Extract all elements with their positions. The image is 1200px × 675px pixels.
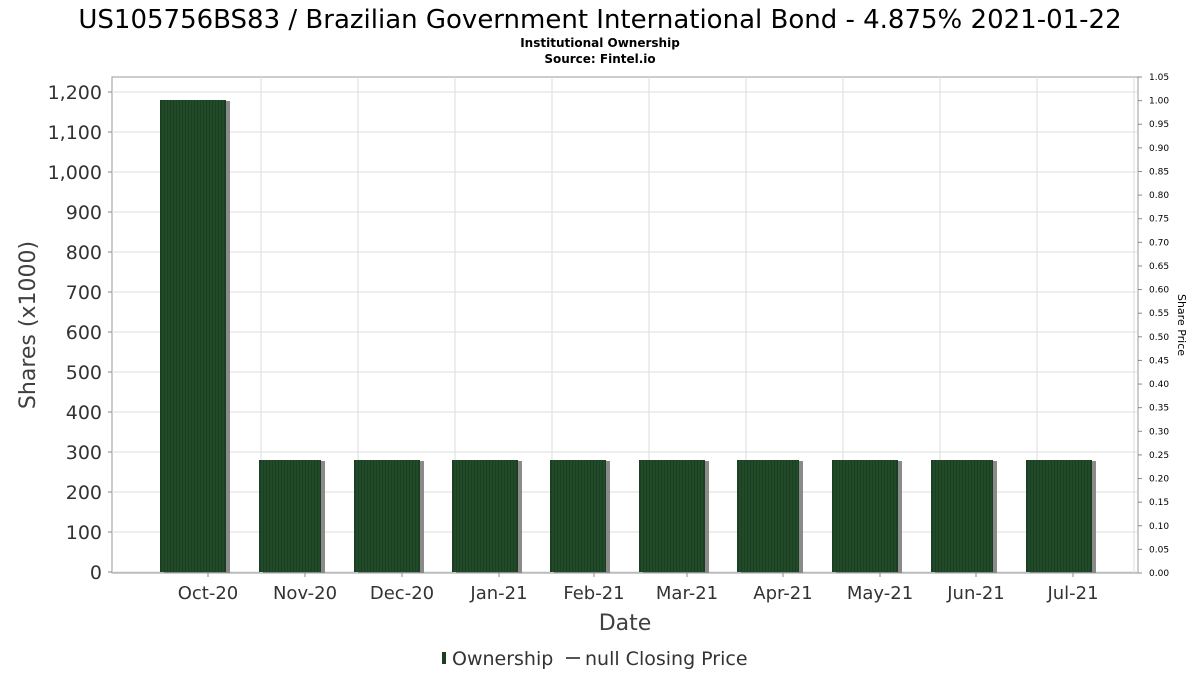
- y2-tick-label: 0.05: [1149, 545, 1169, 555]
- y2-tick-label: 0.80: [1149, 191, 1169, 201]
- bar-ownership: [737, 460, 799, 572]
- x-tick-label: Jul-21: [1046, 583, 1098, 604]
- y2-tick-label: 0.20: [1149, 475, 1169, 485]
- x-tick-label: Dec-20: [370, 583, 434, 604]
- y2-tick-label: 0.25: [1149, 451, 1169, 461]
- chart-source: Source: Fintel.io: [544, 52, 655, 66]
- y2-tick-label: 0.15: [1149, 498, 1169, 508]
- x-tick-label: Oct-20: [178, 583, 239, 604]
- y-tick-label: 800: [66, 242, 102, 264]
- legend-ownership-swatch: [442, 652, 446, 664]
- x-tick-label: Jun-21: [946, 583, 1005, 604]
- y2-tick-label: 0.65: [1149, 262, 1169, 272]
- chart-title: US105756BS83 / Brazilian Government Inte…: [78, 5, 1121, 35]
- y2-tick-label: 0.35: [1149, 404, 1169, 414]
- y-axis-label: Shares (x1000): [16, 241, 41, 409]
- y2-tick-label: 0.85: [1149, 167, 1169, 177]
- x-tick-label: Apr-21: [753, 583, 812, 604]
- y-axis-right-ticks: 0.00 0.05 0.10 0.15 0.20 0.25 0.30 0.35 0.40 0.45…: [1138, 73, 1169, 579]
- bar-ownership: [259, 460, 321, 572]
- bar-ownership: [931, 460, 993, 572]
- y2-tick-label: 0.95: [1149, 120, 1169, 130]
- bars: [160, 100, 1096, 573]
- y-tick-label: 0: [90, 562, 102, 584]
- y-tick-label: 1,000: [48, 162, 102, 184]
- chart-subtitle: Institutional Ownership: [520, 36, 680, 50]
- y-tick-label: 300: [66, 442, 102, 464]
- y-tick-label: 100: [66, 522, 102, 544]
- y2-tick-label: 1.05: [1149, 73, 1169, 83]
- y2-tick-label: 0.50: [1149, 333, 1169, 343]
- y2-tick-label: 1.00: [1149, 97, 1169, 107]
- y2-tick-label: 0.75: [1149, 215, 1169, 225]
- y-tick-label: 900: [66, 202, 102, 224]
- y-tick-label: 1,100: [48, 122, 102, 144]
- y2-tick-label: 0.40: [1149, 380, 1169, 390]
- y-tick-label: 400: [66, 402, 102, 424]
- legend: Ownership null Closing Price: [442, 648, 748, 670]
- x-axis-label: Date: [599, 611, 652, 636]
- x-tick-label: Feb-21: [563, 583, 624, 604]
- y-axis-left-ticks: 0 100 200 300 400 500 600 700 800 900 1,000 1,100 1,…: [48, 82, 112, 584]
- y-tick-label: 700: [66, 282, 102, 304]
- y2-tick-label: 0.60: [1149, 286, 1169, 296]
- x-axis-ticks: Oct-20 Nov-20 Dec-20 Jan-21 Feb-21 Mar-21 Apr-…: [178, 573, 1099, 604]
- y2-tick-label: 0.45: [1149, 356, 1169, 366]
- y2-tick-label: 0.10: [1149, 522, 1169, 532]
- y2-tick-label: 0.00: [1149, 569, 1169, 579]
- x-tick-label: Jan-21: [469, 583, 527, 604]
- y-tick-label: 200: [66, 482, 102, 504]
- x-tick-label: Nov-20: [273, 583, 337, 604]
- x-tick-label: Mar-21: [656, 583, 718, 604]
- legend-closing-price-label: null Closing Price: [585, 648, 748, 670]
- x-tick-label: May-21: [847, 583, 913, 604]
- y2-axis-label: Share Price: [1175, 294, 1188, 356]
- y-tick-label: 600: [66, 322, 102, 344]
- legend-ownership-label: Ownership: [452, 648, 553, 670]
- y-tick-label: 1,200: [48, 82, 102, 104]
- y2-tick-label: 0.55: [1149, 309, 1169, 319]
- y2-tick-label: 0.70: [1149, 238, 1169, 248]
- y-tick-label: 500: [66, 362, 102, 384]
- y2-tick-label: 0.30: [1149, 427, 1169, 437]
- y2-tick-label: 0.90: [1149, 144, 1169, 154]
